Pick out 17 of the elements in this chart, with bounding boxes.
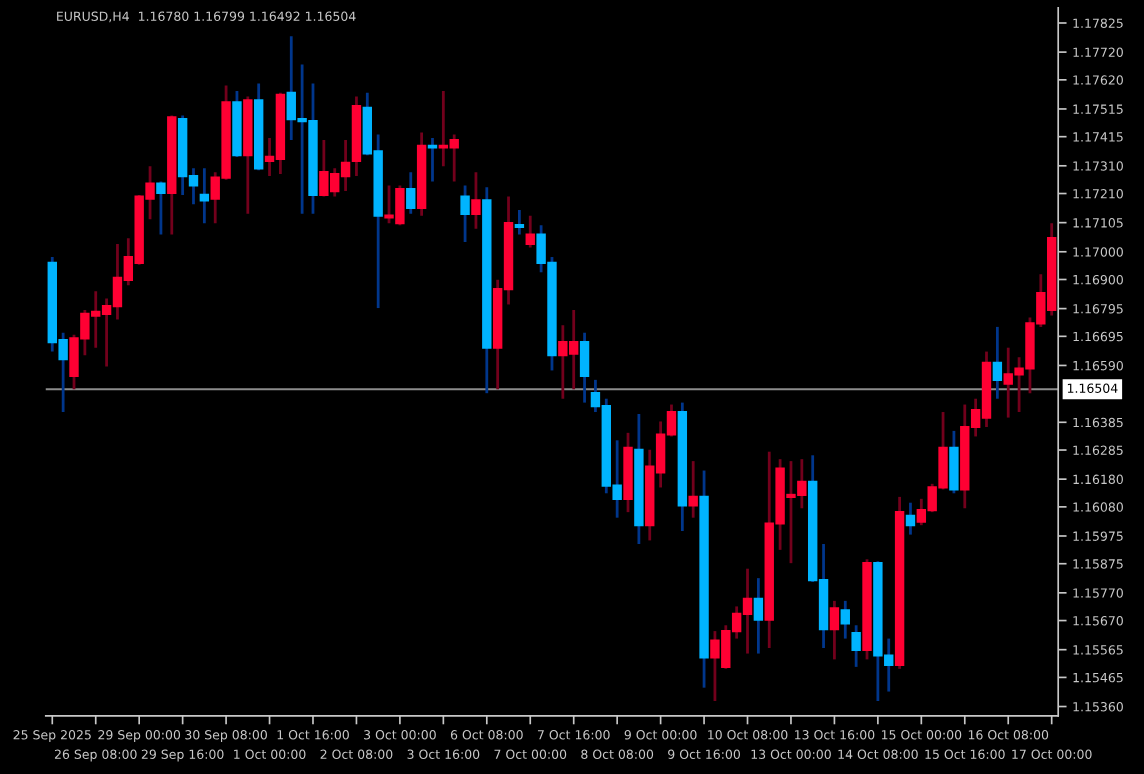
candlestick (905, 501, 916, 536)
candlestick (406, 170, 416, 216)
candlestick (199, 166, 210, 225)
candlestick (525, 214, 535, 249)
candlestick (427, 136, 438, 183)
candlestick (829, 599, 840, 661)
candlestick (460, 184, 470, 244)
candlestick (156, 180, 166, 236)
candlestick (471, 170, 481, 231)
candlestick (851, 623, 861, 669)
candlestick (514, 208, 525, 236)
candlestick (992, 325, 1003, 401)
candlestick (949, 429, 959, 495)
candlestick (579, 331, 590, 404)
candlestick (753, 576, 764, 655)
candlestick (840, 599, 850, 640)
candlestick (688, 459, 698, 520)
